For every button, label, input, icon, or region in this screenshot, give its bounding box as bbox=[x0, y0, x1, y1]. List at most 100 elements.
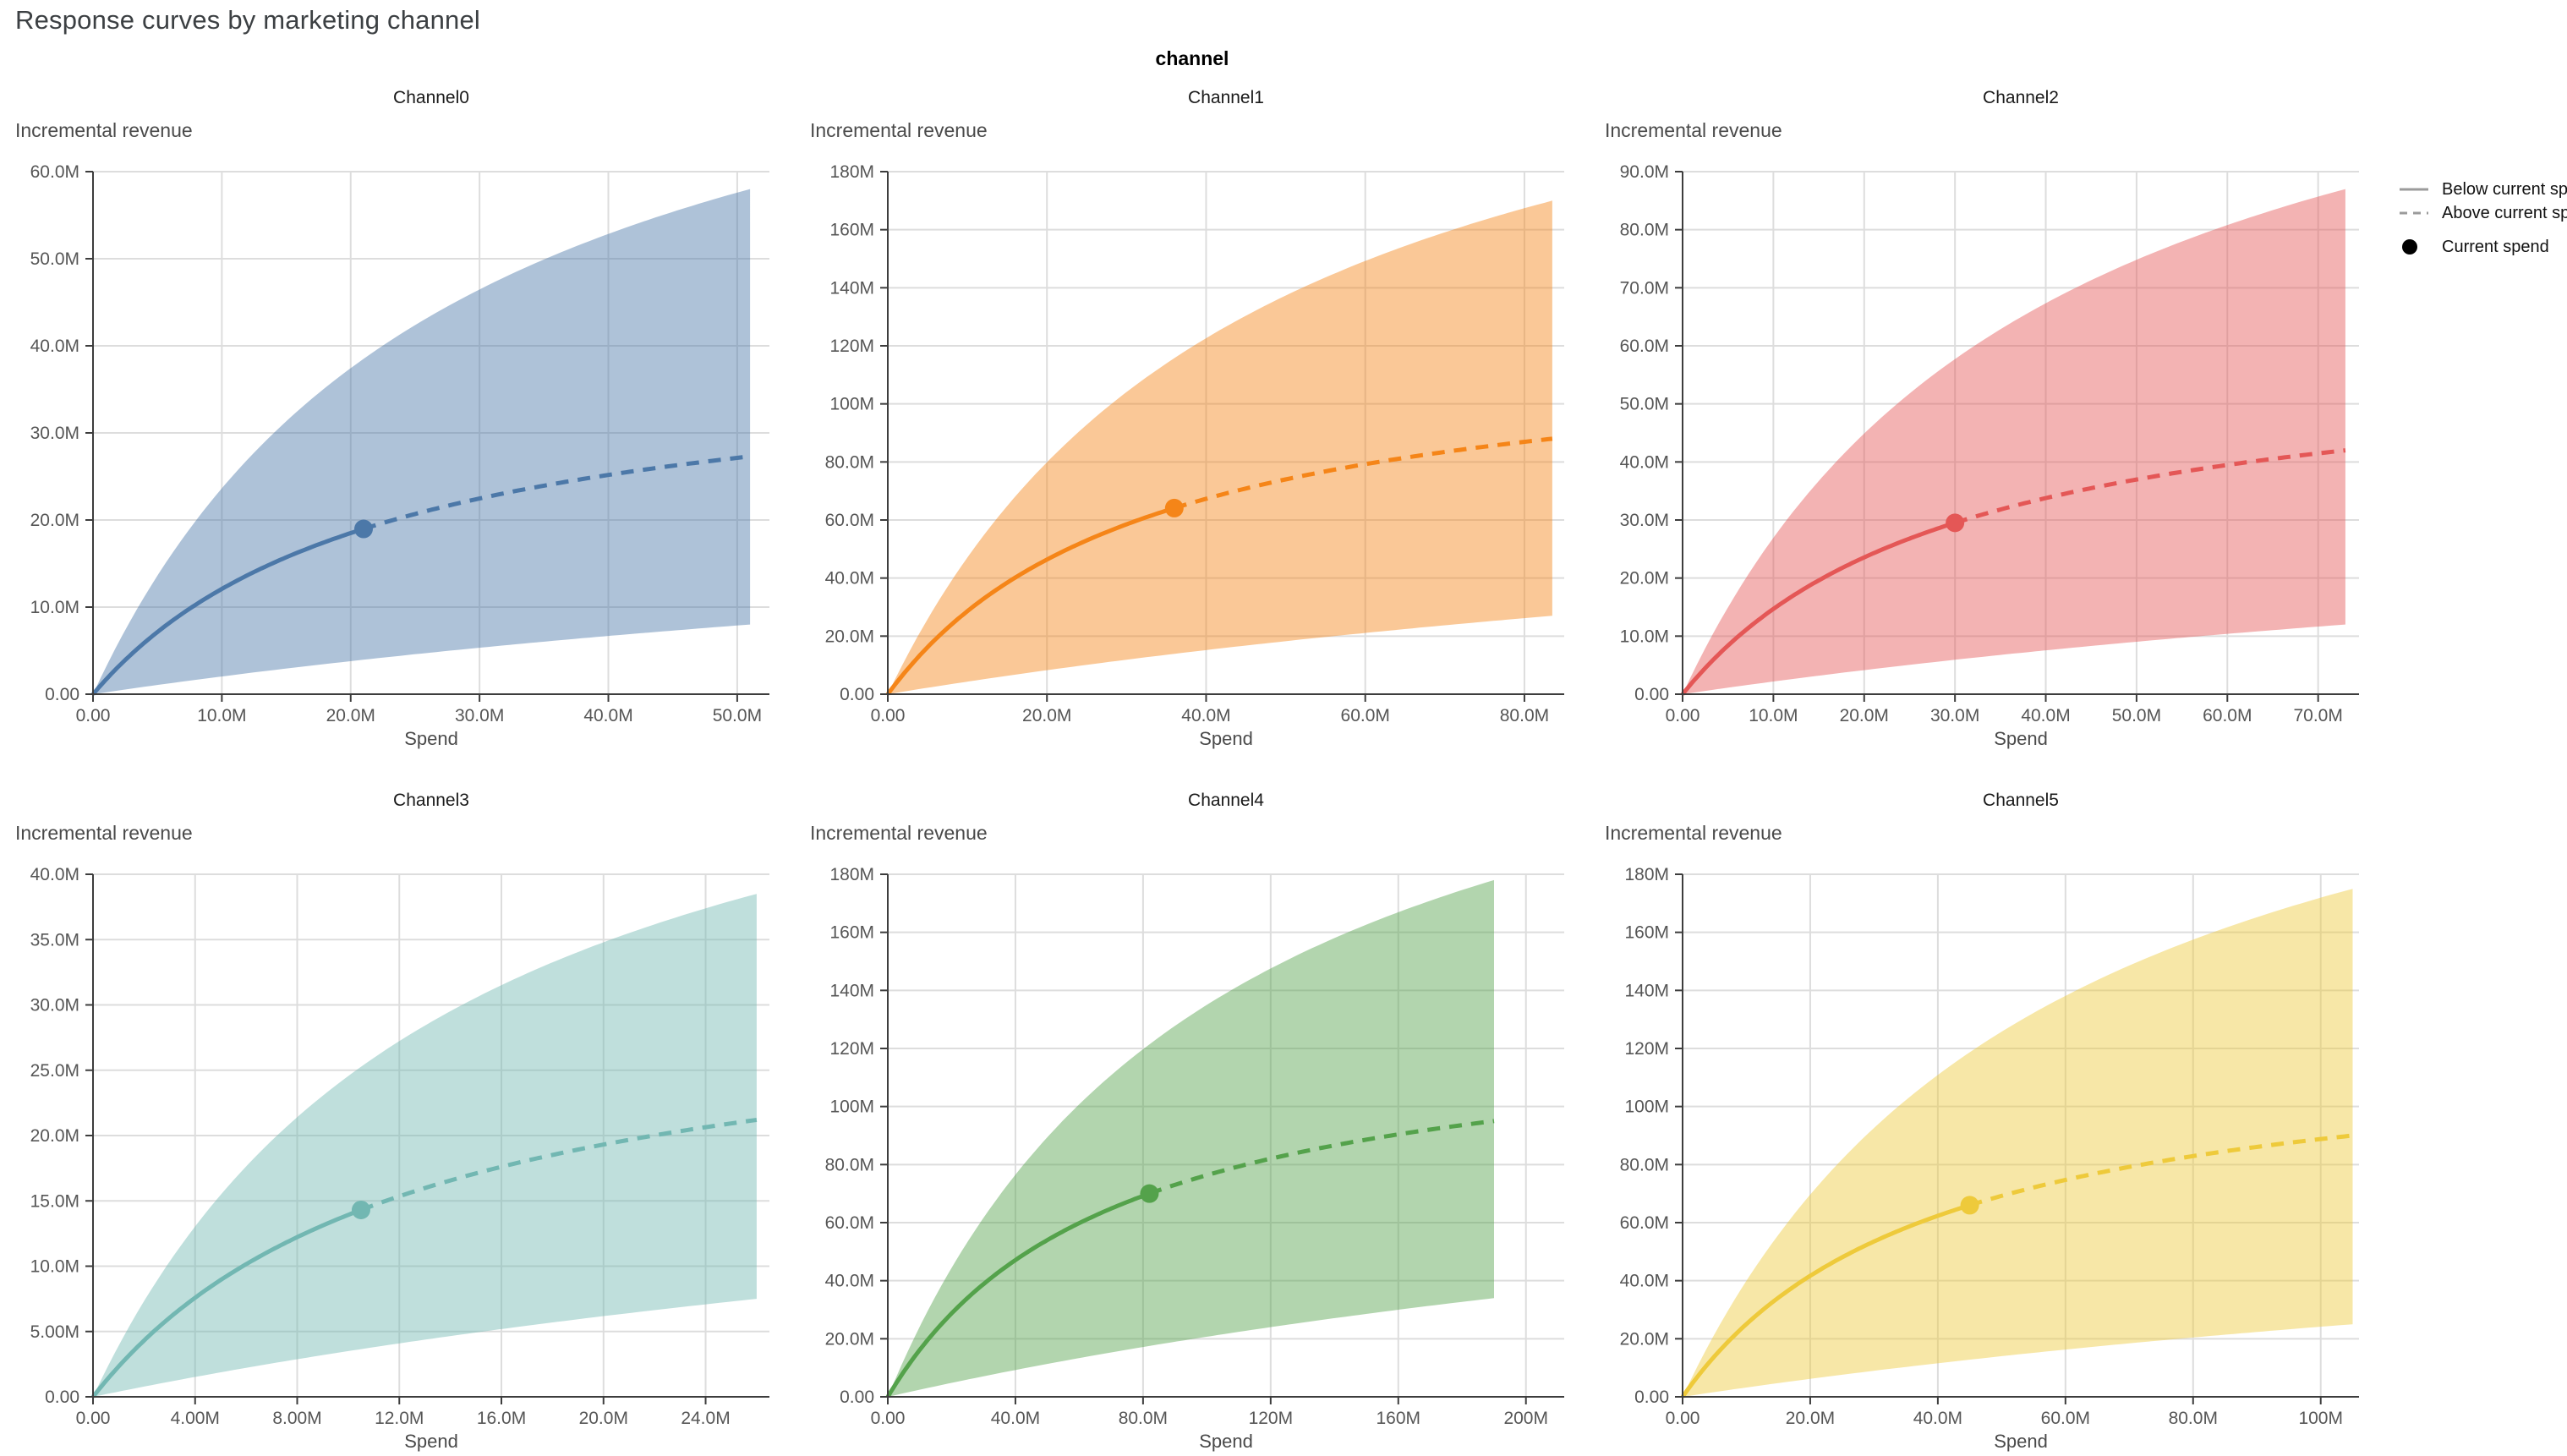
y-tick-label: 50.0M bbox=[30, 249, 79, 269]
y-tick-label: 30.0M bbox=[30, 424, 79, 443]
chart-svg: 0.00 20.0M 40.0M 60.0M 80.0M 100M 120M 140M 160M… bbox=[810, 791, 1564, 1452]
y-tick-label: 180M bbox=[1624, 865, 1669, 884]
subplot-title: Channel4 bbox=[1188, 791, 1264, 810]
y-axis-title: Incremental revenue bbox=[810, 119, 988, 141]
y-tick-label: 80.0M bbox=[1620, 1155, 1669, 1174]
y-tick-label: 100M bbox=[829, 1097, 874, 1117]
mean-curve-above-current bbox=[360, 1118, 758, 1212]
gridlines bbox=[1682, 873, 2359, 1398]
current-spend-dot bbox=[351, 1200, 370, 1219]
x-tick-label: 80.0M bbox=[2169, 1409, 2218, 1428]
y-tick-label: 160M bbox=[829, 221, 874, 240]
x-tick-label: 20.0M bbox=[1786, 1409, 1835, 1428]
y-tick-label: 10.0M bbox=[30, 598, 79, 617]
x-tick-label: 40.0M bbox=[991, 1409, 1040, 1428]
gridlines bbox=[92, 171, 769, 695]
y-axis-title: Incremental revenue bbox=[15, 119, 193, 141]
x-tick-label: 120M bbox=[1249, 1409, 1294, 1428]
subplot-title: Channel3 bbox=[393, 791, 469, 810]
y-tick-label: 100M bbox=[829, 395, 874, 414]
y-tick-label: 35.0M bbox=[30, 930, 79, 950]
chart-svg: 0.00 10.0M 20.0M 30.0M 40.0M 50.0M 60.0M 70.0M 8… bbox=[1605, 88, 2359, 749]
mean-curve-above-current bbox=[1968, 1133, 2353, 1207]
x-tick-label: 10.0M bbox=[1749, 706, 1798, 725]
mean-curve-above-current bbox=[363, 454, 751, 531]
chart-svg: 0.00 20.0M 40.0M 60.0M 80.0M 100M 120M 140M 160M… bbox=[1605, 791, 2359, 1452]
y-axis-title: Incremental revenue bbox=[1605, 119, 1782, 141]
x-tick-label: 4.00M bbox=[171, 1409, 220, 1428]
mean-curve-below-current bbox=[91, 527, 364, 696]
y-tick-label: 20.0M bbox=[825, 627, 874, 646]
y-tick-label: 80.0M bbox=[825, 1155, 874, 1174]
y-tick-label: 0.00 bbox=[1634, 1388, 1669, 1407]
current-spend-dot bbox=[1164, 498, 1184, 517]
y-tick-label: 10.0M bbox=[1620, 627, 1669, 646]
x-axis-title: Spend bbox=[1994, 1431, 2048, 1452]
y-tick-label: 140M bbox=[1624, 981, 1669, 1000]
x-tick-label: 160M bbox=[1377, 1409, 1421, 1428]
x-tick-label: 20.0M bbox=[1840, 706, 1889, 725]
legend-label: Above current spend bbox=[2442, 203, 2567, 222]
y-tick-label: 160M bbox=[829, 923, 874, 943]
dashed-line-icon bbox=[2400, 211, 2428, 215]
y-tick-label: 80.0M bbox=[1620, 221, 1669, 240]
x-tick-label: 70.0M bbox=[2293, 706, 2342, 725]
x-tick-label: 0.00 bbox=[871, 1409, 906, 1428]
x-tick-label: 100M bbox=[2298, 1409, 2343, 1428]
y-tick-label: 20.0M bbox=[30, 1126, 79, 1146]
x-tick-label: 50.0M bbox=[713, 706, 762, 725]
x-axis-title: Spend bbox=[404, 1431, 458, 1452]
current-spend-dot bbox=[1140, 1184, 1159, 1203]
y-tick-label: 60.0M bbox=[30, 162, 79, 182]
y-axis-title: Incremental revenue bbox=[1605, 822, 1782, 844]
x-tick-label: 8.00M bbox=[272, 1409, 321, 1428]
x-tick-label: 10.0M bbox=[197, 706, 246, 725]
mean-curve-above-current bbox=[1954, 448, 2346, 525]
current-spend-dot bbox=[1946, 513, 1965, 533]
axes bbox=[1675, 873, 2359, 1404]
axes bbox=[85, 873, 769, 1404]
y-tick-label: 60.0M bbox=[825, 1213, 874, 1233]
axes bbox=[880, 873, 1564, 1404]
x-tick-label: 80.0M bbox=[1500, 706, 1549, 725]
y-tick-label: 20.0M bbox=[1620, 569, 1669, 588]
legend-label: Below current spend bbox=[2442, 179, 2567, 199]
y-tick-label: 100M bbox=[1624, 1097, 1669, 1117]
y-tick-label: 40.0M bbox=[825, 1272, 874, 1291]
axes bbox=[85, 171, 769, 702]
y-tick-label: 60.0M bbox=[1620, 337, 1669, 356]
y-tick-label: 70.0M bbox=[1620, 278, 1669, 298]
chart-channel1: 0.00 20.0M 40.0M 60.0M 80.0M 100M 120M 140M 160M… bbox=[795, 81, 1590, 755]
y-axis-title: Incremental revenue bbox=[15, 822, 193, 844]
x-tick-label: 16.0M bbox=[477, 1409, 526, 1428]
chart-channel5: 0.00 20.0M 40.0M 60.0M 80.0M 100M 120M 140M 160M… bbox=[1590, 784, 2384, 1456]
legend: Below current spend Above current spend … bbox=[2398, 178, 2567, 259]
facet-title: channel bbox=[1155, 47, 1229, 69]
x-tick-label: 0.00 bbox=[871, 706, 906, 725]
solid-line-icon bbox=[2400, 188, 2428, 191]
y-tick-label: 10.0M bbox=[30, 1257, 79, 1277]
legend-item-below-current-spend: Below current spend bbox=[2398, 178, 2567, 201]
x-tick-label: 20.0M bbox=[579, 1409, 628, 1428]
y-tick-label: 15.0M bbox=[30, 1191, 79, 1211]
confidence-band bbox=[93, 894, 757, 1397]
x-tick-label: 0.00 bbox=[1666, 1409, 1700, 1428]
y-tick-label: 30.0M bbox=[30, 996, 79, 1015]
x-tick-label: 12.0M bbox=[375, 1409, 424, 1428]
mean-curve-below-current bbox=[885, 506, 1175, 696]
axes bbox=[1675, 171, 2359, 702]
y-tick-label: 40.0M bbox=[825, 569, 874, 588]
y-tick-label: 30.0M bbox=[1620, 511, 1669, 530]
chart-channel2: 0.00 10.0M 20.0M 30.0M 40.0M 50.0M 60.0M 70.0M 8… bbox=[1590, 81, 2384, 755]
confidence-band bbox=[93, 189, 751, 695]
x-axis-title: Spend bbox=[1994, 728, 2048, 749]
chart-channel3: 0.00 5.00M 10.0M 15.0M 20.0M 25.0M 30.0M 35.0M 4… bbox=[0, 784, 795, 1456]
x-tick-label: 60.0M bbox=[2041, 1409, 2090, 1428]
y-tick-label: 40.0M bbox=[1620, 452, 1669, 472]
x-axis-title: Spend bbox=[1199, 728, 1253, 749]
y-tick-label: 60.0M bbox=[825, 511, 874, 530]
current-spend-dot bbox=[354, 519, 373, 539]
y-tick-label: 160M bbox=[1624, 923, 1669, 943]
x-tick-label: 50.0M bbox=[2112, 706, 2161, 725]
